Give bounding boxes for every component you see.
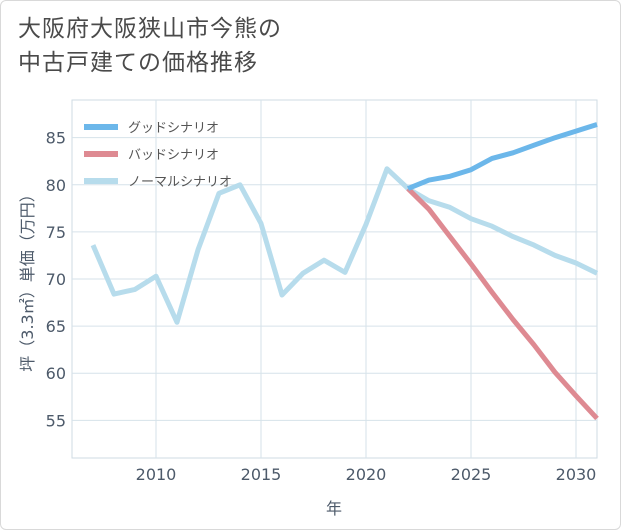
y-tick-label: 55: [46, 411, 66, 430]
x-tick-label: 2025: [451, 465, 492, 484]
normal-scenario-legend-label: ノーマルシナリオ: [128, 175, 232, 190]
good-scenario-line: [407, 122, 598, 191]
y-tick-label: 65: [46, 317, 66, 336]
y-axis-title: 坪（3.3㎡）単価（万円）: [18, 186, 37, 371]
series-lines: [90, 122, 599, 421]
y-tick-label: 60: [46, 364, 66, 383]
x-axis-ticks: 2010 2015 2020 2025 2030: [136, 465, 597, 484]
good-scenario-legend-label: グッドシナリオ: [128, 121, 219, 136]
y-tick-label: 85: [46, 129, 66, 148]
x-tick-label: 2030: [556, 465, 597, 484]
y-tick-label: 75: [46, 223, 66, 242]
y-tick-label: 80: [46, 176, 66, 195]
chart-title: 大阪府大阪狭山市今熊の 中古戸建ての価格推移: [18, 12, 282, 80]
bad-scenario-legend-label: バッドシナリオ: [128, 148, 219, 163]
chart-title-line-2: 中古戸建ての価格推移: [18, 50, 258, 76]
x-tick-label: 2010: [136, 465, 177, 484]
chart-title-line-1: 大阪府大阪狭山市今熊の: [18, 16, 282, 42]
x-tick-label: 2015: [241, 465, 282, 484]
x-axis-title: 年: [326, 499, 342, 518]
y-axis-ticks: 55 60 65 70 75 80 85: [46, 129, 66, 431]
normal-scenario-line: [90, 166, 599, 325]
x-tick-label: 2020: [346, 465, 387, 484]
bad-scenario-line: [406, 186, 599, 421]
y-tick-label: 70: [46, 270, 66, 289]
